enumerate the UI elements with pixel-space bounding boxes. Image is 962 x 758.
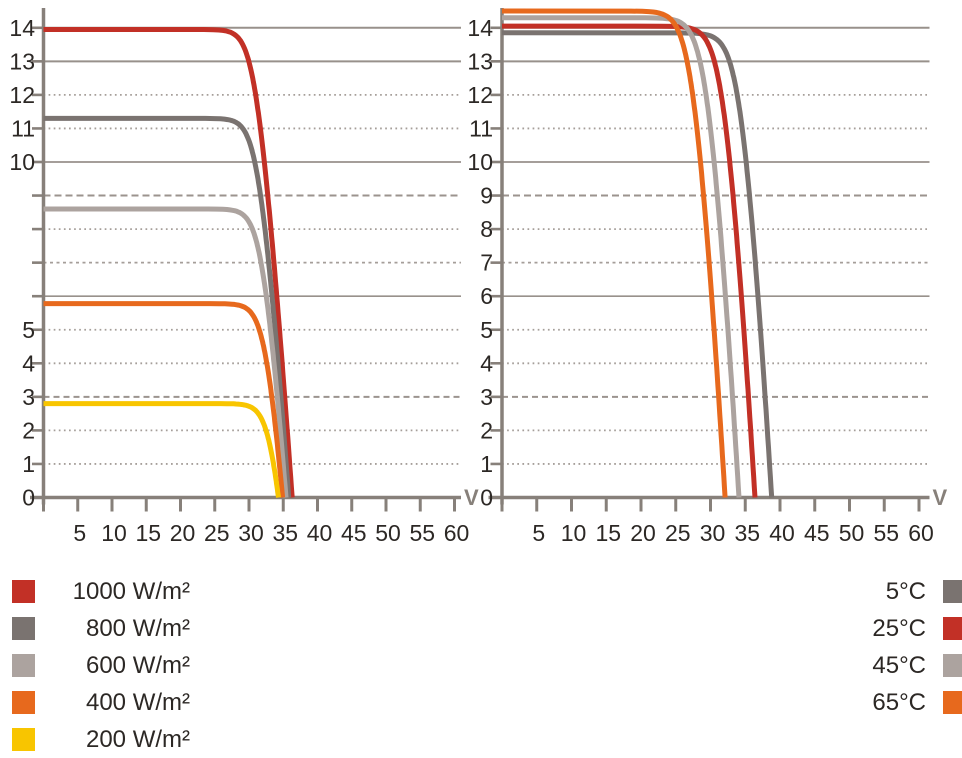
y-tick-label: 12 [467, 82, 493, 108]
x-tick-label: 55 [409, 520, 435, 546]
x-tick-label: 20 [630, 520, 656, 546]
curve-65-c [501, 8, 728, 498]
legend-label: 1000 W/m² [72, 577, 190, 605]
color-swatch [12, 691, 35, 714]
curve-1000-w-m- [43, 27, 295, 498]
curve-800-w-m- [43, 115, 292, 498]
color-swatch [943, 691, 962, 714]
legend-irradiance: 1000 W/m² 800 W/m² 600 W/m² 400 W/m² 200 W/m… [12, 573, 190, 758]
x-tick-label: 15 [135, 520, 161, 546]
x-tick-label: 25 [204, 520, 230, 546]
legend-item: 400 W/m² [12, 684, 190, 721]
x-tick-label: 40 [769, 520, 795, 546]
y-tick-label: 5 [22, 317, 35, 343]
x-tick-label: 40 [307, 520, 333, 546]
y-tick-label: 4 [22, 350, 35, 376]
y-tick-label: 4 [480, 350, 493, 376]
x-tick-label: 30 [238, 520, 264, 546]
curve-25-c [501, 23, 758, 498]
legend-item: 65°C [760, 684, 962, 721]
x-tick-label: 10 [561, 520, 587, 546]
x-axis-unit-label: V [464, 485, 479, 510]
y-tick-label: 0 [22, 485, 35, 511]
y-tick-label: 11 [11, 115, 35, 141]
curve-45-c [501, 15, 742, 498]
legend-label: 600 W/m² [85, 651, 190, 679]
x-tick-label: 50 [839, 520, 865, 546]
y-tick-label: 13 [467, 48, 493, 74]
y-tick-label: 3 [480, 384, 493, 410]
y-tick-label: 7 [480, 250, 493, 276]
y-tick-label: 5 [480, 317, 493, 343]
curve-400-w-m- [43, 301, 286, 498]
curve-5-c [501, 30, 775, 498]
y-tick-label: 11 [469, 115, 493, 141]
legend-item: 45°C [760, 647, 962, 684]
legend-item: 1000 W/m² [12, 573, 190, 610]
legend-label: 25°C [872, 614, 926, 642]
legend-item: 5°C [760, 573, 962, 610]
legend-label: 200 W/m² [85, 725, 190, 753]
x-tick-label: 20 [170, 520, 196, 546]
y-tick-label: 8 [480, 216, 493, 242]
y-tick-label: 10 [467, 149, 493, 175]
color-swatch [943, 654, 962, 677]
y-tick-label: 3 [22, 384, 35, 410]
x-tick-label: 35 [734, 520, 760, 546]
legend-label: 5°C [885, 577, 926, 605]
x-tick-label: 30 [700, 520, 726, 546]
color-swatch [943, 617, 962, 640]
x-tick-label: 10 [101, 520, 127, 546]
x-tick-label: 25 [665, 520, 691, 546]
x-tick-label: 15 [595, 520, 621, 546]
y-tick-label: 6 [480, 283, 493, 309]
legend-item: 800 W/m² [12, 610, 190, 647]
y-tick-label: 14 [9, 15, 35, 41]
legend-item: 600 W/m² [12, 647, 190, 684]
y-tick-label: 1 [480, 451, 493, 477]
legend-label: 800 W/m² [85, 614, 190, 642]
y-tick-label: 2 [22, 417, 35, 443]
x-tick-label: 60 [908, 520, 934, 546]
y-tick-label: 0 [480, 485, 493, 511]
legend-label: 65°C [872, 688, 926, 716]
y-tick-label: 14 [467, 15, 493, 41]
curve-600-w-m- [43, 206, 289, 498]
color-swatch [12, 728, 35, 751]
legend-item: 200 W/m² [12, 721, 190, 758]
x-tick-label: 35 [272, 520, 298, 546]
x-axis-unit-label: V [933, 485, 948, 510]
y-tick-label: 1 [22, 451, 35, 477]
color-swatch [12, 617, 35, 640]
legend-item: 25°C [760, 610, 962, 647]
x-tick-label: 5 [73, 520, 86, 546]
x-tick-label: 45 [341, 520, 367, 546]
curve-200-w-m- [43, 401, 281, 498]
color-swatch [12, 654, 35, 677]
y-tick-label: 12 [9, 82, 35, 108]
y-tick-label: 13 [9, 48, 35, 74]
y-tick-label: 2 [480, 417, 493, 443]
color-swatch [12, 580, 35, 603]
x-tick-label: 55 [873, 520, 899, 546]
x-tick-label: 60 [444, 520, 470, 546]
legend-temperature: 5°C 25°C 45°C 65°C [760, 573, 962, 721]
y-tick-label: 10 [9, 149, 35, 175]
x-tick-label: 50 [375, 520, 401, 546]
legend-label: 400 W/m² [85, 688, 190, 716]
legend-label: 45°C [872, 651, 926, 679]
x-tick-label: 5 [532, 520, 545, 546]
color-swatch [943, 580, 962, 603]
x-tick-label: 45 [804, 520, 830, 546]
y-tick-label: 9 [480, 183, 493, 209]
